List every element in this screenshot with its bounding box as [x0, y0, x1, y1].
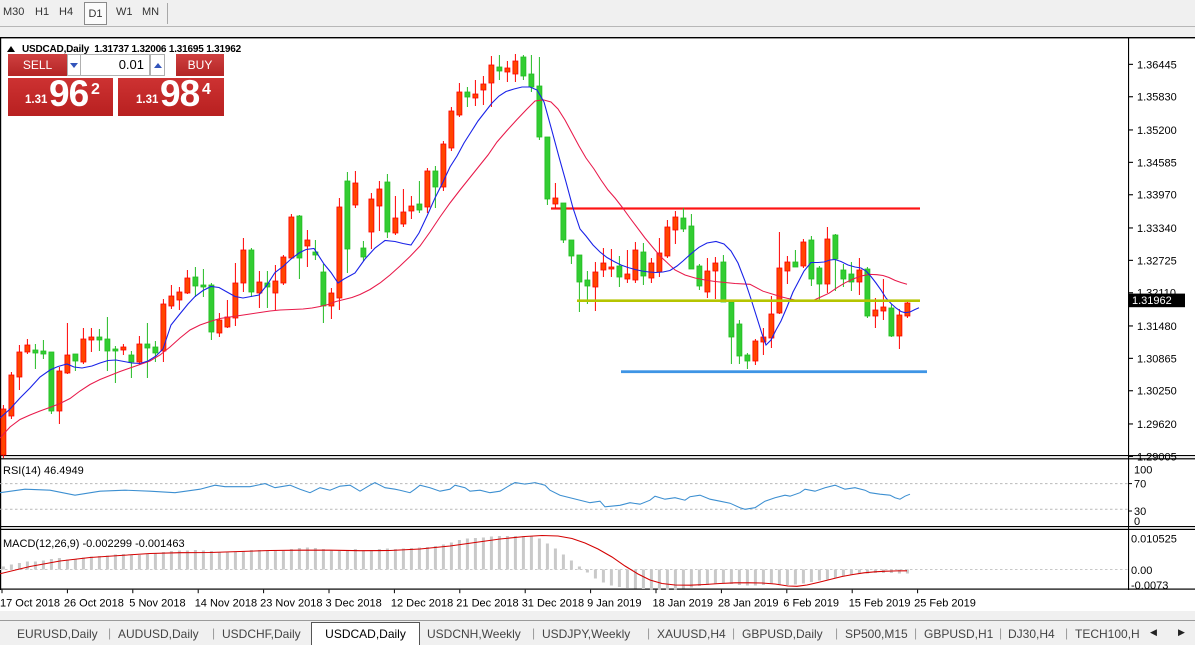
- svg-text:1.35200: 1.35200: [1137, 125, 1177, 137]
- svg-text:100: 100: [1134, 465, 1152, 477]
- svg-text:15 Feb 2019: 15 Feb 2019: [849, 598, 911, 610]
- svg-text:1.36445: 1.36445: [1137, 59, 1177, 71]
- svg-text:1.34585: 1.34585: [1137, 157, 1177, 169]
- svg-text:3 Dec 2018: 3 Dec 2018: [326, 598, 382, 610]
- svg-text:1.30865: 1.30865: [1137, 353, 1177, 365]
- svg-text:1.31962: 1.31962: [1132, 295, 1172, 307]
- svg-text:0.010525: 0.010525: [1131, 534, 1177, 546]
- svg-text:1.29005: 1.29005: [1137, 451, 1177, 463]
- svg-text:0.00: 0.00: [1131, 565, 1152, 577]
- svg-text:5 Nov 2018: 5 Nov 2018: [129, 598, 185, 610]
- svg-text:17 Oct 2018: 17 Oct 2018: [0, 598, 60, 610]
- svg-text:1.33970: 1.33970: [1137, 190, 1177, 202]
- svg-text:1.33340: 1.33340: [1137, 223, 1177, 235]
- svg-text:0: 0: [1134, 516, 1140, 528]
- svg-text:1.32725: 1.32725: [1137, 255, 1177, 267]
- svg-text:MACD(12,26,9) -0.002299 -0.001: MACD(12,26,9) -0.002299 -0.001463: [3, 538, 185, 550]
- svg-text:26 Oct 2018: 26 Oct 2018: [64, 598, 124, 610]
- svg-text:30: 30: [1134, 506, 1146, 518]
- svg-text:31 Dec 2018: 31 Dec 2018: [522, 598, 584, 610]
- svg-text:1.29620: 1.29620: [1137, 419, 1177, 431]
- svg-text:1.35830: 1.35830: [1137, 92, 1177, 104]
- svg-text:1.30250: 1.30250: [1137, 386, 1177, 398]
- svg-text:21 Dec 2018: 21 Dec 2018: [456, 598, 518, 610]
- svg-text:12 Dec 2018: 12 Dec 2018: [391, 598, 453, 610]
- svg-text:18 Jan 2019: 18 Jan 2019: [653, 598, 714, 610]
- svg-text:25 Feb 2019: 25 Feb 2019: [914, 598, 976, 610]
- svg-text:23 Nov 2018: 23 Nov 2018: [260, 598, 322, 610]
- svg-text:70: 70: [1134, 479, 1146, 491]
- svg-text:-0.0073: -0.0073: [1131, 580, 1168, 592]
- svg-text:6 Feb 2019: 6 Feb 2019: [783, 598, 839, 610]
- svg-text:28 Jan 2019: 28 Jan 2019: [718, 598, 779, 610]
- svg-text:9 Jan 2019: 9 Jan 2019: [587, 598, 641, 610]
- svg-text:RSI(14) 46.4949: RSI(14) 46.4949: [3, 465, 84, 477]
- svg-text:1.31480: 1.31480: [1137, 321, 1177, 333]
- svg-text:14 Nov 2018: 14 Nov 2018: [195, 598, 257, 610]
